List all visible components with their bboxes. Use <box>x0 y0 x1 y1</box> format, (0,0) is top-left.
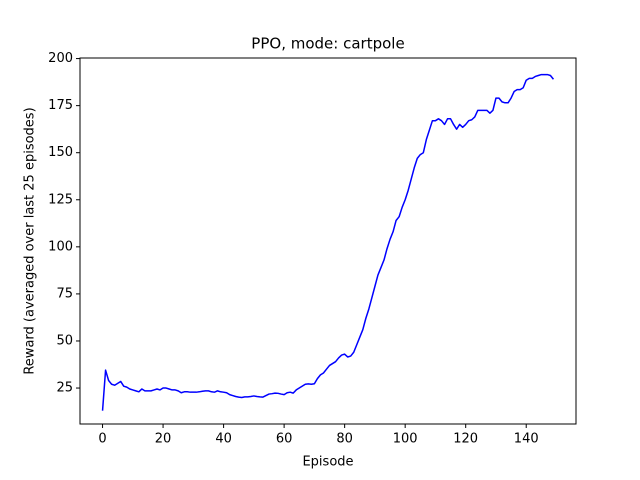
x-tick-label: 0 <box>98 432 106 447</box>
y-tick-label: 125 <box>48 192 73 207</box>
y-tick-label: 50 <box>56 333 73 348</box>
y-axis-label: Reward (averaged over last 25 episodes) <box>23 107 38 374</box>
axes-frame <box>79 57 577 425</box>
y-tick-label: 150 <box>48 145 73 160</box>
x-axis-label: Episode <box>302 455 353 470</box>
x-tick-label: 40 <box>215 432 232 447</box>
y-tick-label: 175 <box>48 98 73 113</box>
x-tick-label: 60 <box>276 432 293 447</box>
y-tick-label: 200 <box>48 51 73 66</box>
x-tick-label: 80 <box>336 432 353 447</box>
y-tick-label: 75 <box>56 286 73 301</box>
y-tick-label: 25 <box>56 381 73 396</box>
x-tick-label: 140 <box>514 432 539 447</box>
y-tick-label: 100 <box>48 239 73 254</box>
data-line <box>101 73 555 411</box>
x-tick-label: 120 <box>453 432 478 447</box>
x-tick-label: 20 <box>155 432 172 447</box>
chart-title: PPO, mode: cartpole <box>251 35 404 53</box>
x-tick-label: 100 <box>393 432 418 447</box>
